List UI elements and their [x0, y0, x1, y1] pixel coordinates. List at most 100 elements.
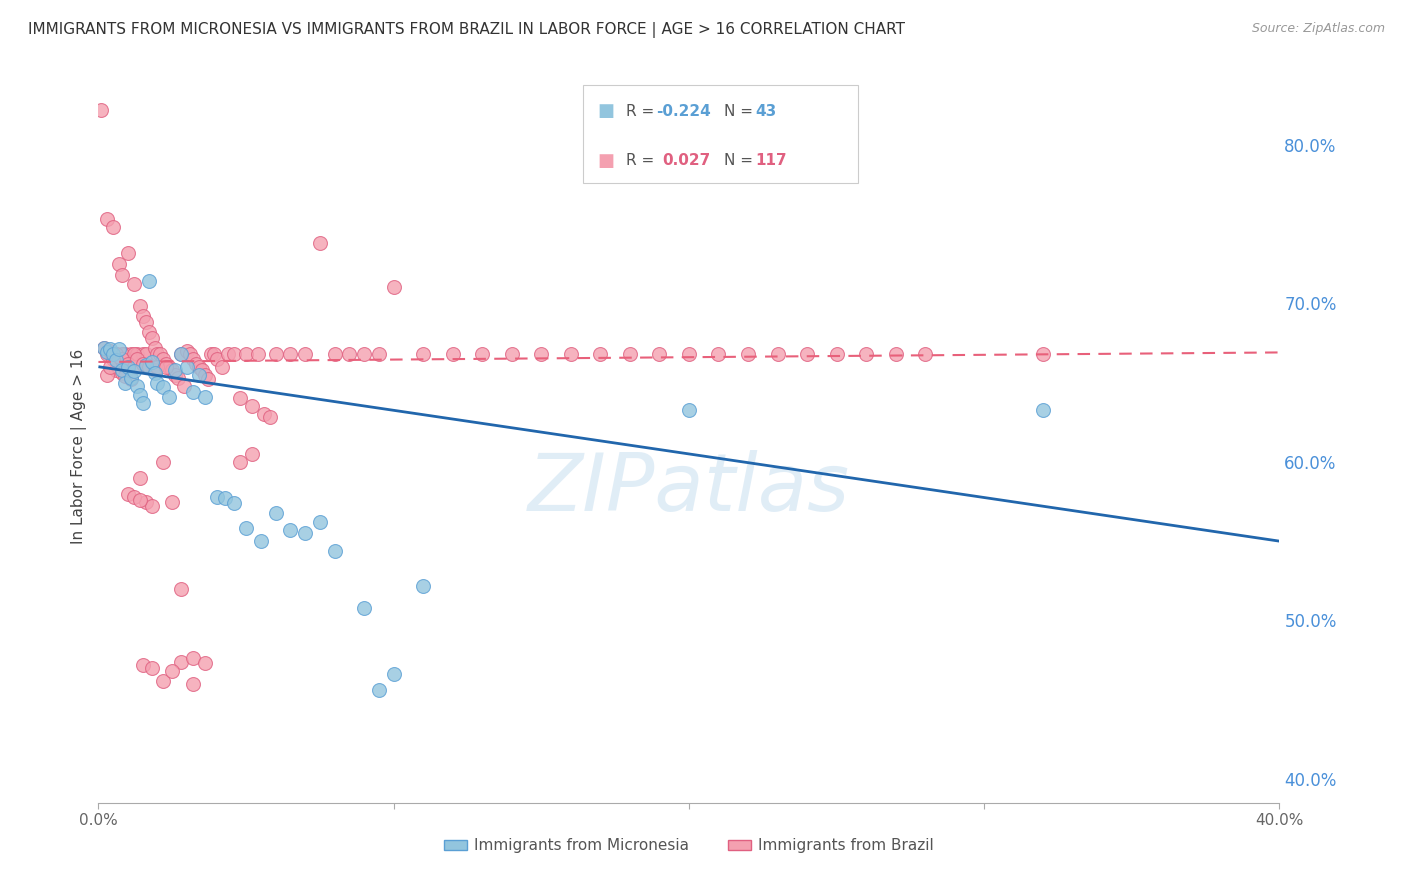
- Point: [90, 103, 112, 117]
- Point: [194, 390, 217, 404]
- Point: [229, 455, 252, 469]
- Point: [132, 357, 155, 371]
- Point: [122, 277, 145, 292]
- Point: [105, 347, 128, 361]
- Text: R =: R =: [626, 104, 659, 119]
- Point: [111, 268, 134, 282]
- Point: [179, 347, 201, 361]
- Point: [353, 600, 375, 615]
- Point: [143, 363, 166, 377]
- Point: [114, 369, 136, 384]
- Point: [229, 392, 252, 406]
- Point: [98, 359, 121, 374]
- Point: [105, 363, 128, 377]
- Point: [120, 372, 142, 386]
- Point: [530, 347, 553, 361]
- Point: [309, 235, 332, 250]
- Point: [412, 578, 434, 592]
- Point: [114, 347, 136, 361]
- Point: [138, 325, 160, 339]
- Point: [211, 359, 233, 374]
- Point: [146, 347, 169, 361]
- Point: [111, 363, 134, 377]
- Point: [412, 347, 434, 361]
- Text: N =: N =: [724, 104, 758, 119]
- Point: [117, 359, 139, 374]
- Point: [217, 347, 239, 361]
- Text: 117: 117: [755, 153, 786, 168]
- Point: [589, 347, 612, 361]
- Point: [214, 491, 236, 506]
- Point: [98, 347, 121, 361]
- Point: [181, 385, 204, 400]
- Point: [122, 359, 145, 374]
- Point: [157, 359, 180, 374]
- Point: [96, 345, 118, 359]
- Point: [96, 212, 118, 227]
- Point: [117, 486, 139, 500]
- Point: [138, 274, 160, 288]
- Text: 43: 43: [755, 104, 776, 119]
- Point: [96, 347, 118, 361]
- Point: [120, 347, 142, 361]
- Text: ■: ■: [598, 103, 614, 120]
- Point: [184, 357, 207, 371]
- Point: [796, 347, 818, 361]
- Point: [165, 363, 187, 377]
- Point: [120, 371, 142, 385]
- Point: [368, 683, 391, 698]
- Point: [125, 351, 148, 366]
- Point: [114, 376, 136, 390]
- Point: [96, 368, 118, 382]
- Point: [141, 500, 163, 514]
- Point: [501, 347, 523, 361]
- Point: [103, 351, 125, 366]
- Point: [205, 490, 228, 504]
- Point: [648, 347, 671, 361]
- Point: [205, 351, 228, 366]
- Point: [441, 347, 464, 361]
- Point: [170, 655, 193, 669]
- Point: [103, 347, 125, 361]
- Point: [111, 366, 134, 380]
- Point: [382, 667, 405, 681]
- Text: Source: ZipAtlas.com: Source: ZipAtlas.com: [1251, 22, 1385, 36]
- Point: [146, 359, 169, 374]
- Point: [235, 521, 257, 535]
- Point: [246, 347, 269, 361]
- Point: [152, 351, 174, 366]
- Point: [165, 368, 187, 382]
- Point: [339, 347, 361, 361]
- Point: [152, 380, 174, 394]
- Point: [125, 347, 148, 361]
- Point: [155, 359, 177, 374]
- Point: [128, 300, 150, 314]
- Text: 0.027: 0.027: [662, 153, 710, 168]
- Point: [914, 347, 936, 361]
- Point: [181, 651, 204, 665]
- Point: [194, 657, 217, 671]
- Point: [141, 331, 163, 345]
- Point: [240, 447, 263, 461]
- Point: [105, 353, 128, 368]
- Point: [170, 347, 193, 361]
- Point: [884, 347, 907, 361]
- Point: [766, 347, 789, 361]
- Point: [132, 347, 155, 361]
- Point: [181, 677, 204, 691]
- Point: [98, 343, 121, 358]
- Point: [138, 359, 160, 374]
- Point: [108, 257, 131, 271]
- Point: [141, 661, 163, 675]
- Legend: Immigrants from Micronesia, Immigrants from Brazil: Immigrants from Micronesia, Immigrants f…: [437, 832, 941, 859]
- Point: [224, 496, 246, 510]
- Point: [122, 490, 145, 504]
- Point: [162, 664, 183, 678]
- Point: [128, 471, 150, 485]
- Point: [825, 347, 848, 361]
- Point: [108, 343, 131, 357]
- Point: [117, 245, 139, 260]
- Point: [173, 378, 195, 392]
- Point: [1032, 402, 1054, 417]
- Point: [162, 494, 183, 508]
